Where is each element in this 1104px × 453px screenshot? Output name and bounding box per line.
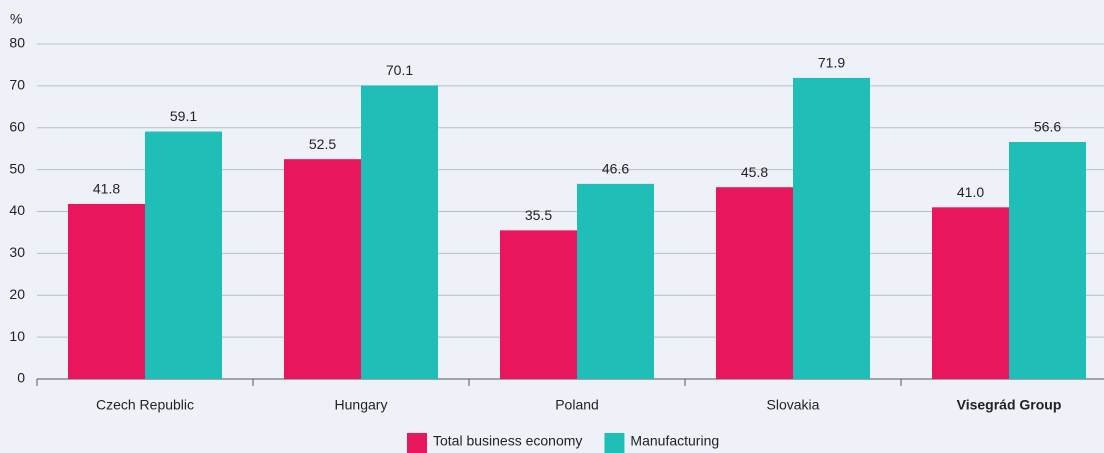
x-tick-label: Hungary [335,397,388,413]
legend-label: Manufacturing [630,433,719,449]
legend-swatch [604,433,625,453]
y-tick-label: 30 [9,244,25,260]
legend-swatch [407,433,427,453]
y-tick-label: 50 [9,160,25,176]
y-tick-label: 40 [9,202,25,218]
value-label: 41.8 [93,181,120,197]
value-label: 59.1 [170,108,197,124]
y-tick-label: 60 [9,118,25,134]
value-label: 70.1 [386,62,413,78]
y-tick-label: 20 [9,286,25,302]
value-label: 52.5 [309,136,336,152]
value-label: 71.9 [818,55,845,71]
bar [1009,141,1086,379]
x-tick-label: Visegrád Group [957,397,1062,413]
value-label: 35.5 [525,207,552,223]
value-label: 45.8 [741,164,768,180]
value-label: 41.0 [957,184,984,200]
y-tick-label: 10 [9,328,25,344]
x-tick-label: Slovakia [767,397,820,413]
bar [932,207,1009,379]
x-tick-label: Czech Republic [96,397,194,413]
bar [500,230,577,379]
bar [68,203,145,379]
legend-label: Total business economy [433,433,582,449]
bar [716,187,793,379]
bar [145,131,222,379]
y-tick-label: 0 [17,370,25,386]
y-tick-label: 80 [9,35,25,51]
bar [577,183,654,379]
bar [361,85,438,380]
bar [793,77,870,379]
bar [284,159,361,379]
y-axis-label: % [10,11,22,27]
x-tick-label: Poland [555,397,599,413]
value-label: 56.6 [1034,119,1061,135]
value-label: 46.6 [602,161,629,177]
y-tick-label: 70 [9,77,25,93]
